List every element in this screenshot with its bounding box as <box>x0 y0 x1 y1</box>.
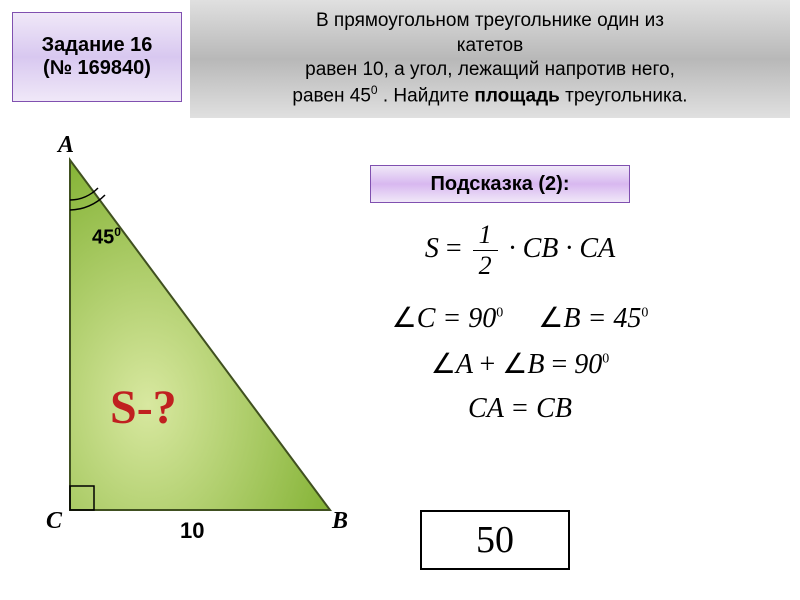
problem-line1: В прямоугольном треугольнике один из <box>316 9 664 34</box>
vertex-b: B <box>332 508 348 535</box>
problem-line4: равен 450 . Найдите площадь треугольника… <box>292 83 687 109</box>
formula-angles: ∠C = 900 ∠B = 450 <box>370 301 670 335</box>
problem-line2: катетов <box>457 34 523 59</box>
math-area: S = 12 · CB · CA ∠C = 900 ∠B = 450 ∠A + … <box>370 220 670 437</box>
task-title-2: (№ 169840) <box>43 57 151 80</box>
task-box: Задание 16 (№ 169840) <box>12 12 182 102</box>
triangle-svg <box>10 130 360 560</box>
problem-line3: равен 10, а угол, лежащий напротив него, <box>305 58 675 83</box>
vertex-a: A <box>58 132 74 159</box>
side-cb-label: 10 <box>180 518 204 544</box>
hint-box: Подсказка (2): <box>370 165 630 203</box>
answer-box: 50 <box>420 510 570 570</box>
hint-label: Подсказка (2): <box>431 173 570 196</box>
formula-area: S = 12 · CB · CA <box>370 220 670 281</box>
formula-equal: CA = CB <box>370 393 670 425</box>
triangle-diagram: A C B 450 S-? 10 <box>10 130 360 560</box>
problem-box: В прямоугольном треугольнике один из кат… <box>190 0 790 118</box>
task-title-1: Задание 16 <box>42 34 153 57</box>
angle-a-label: 450 <box>92 225 121 250</box>
vertex-c: C <box>46 508 62 535</box>
area-question: S-? <box>110 380 177 435</box>
answer-value: 50 <box>476 518 514 562</box>
formula-anglesum: ∠A + ∠B = 900 <box>370 347 670 381</box>
